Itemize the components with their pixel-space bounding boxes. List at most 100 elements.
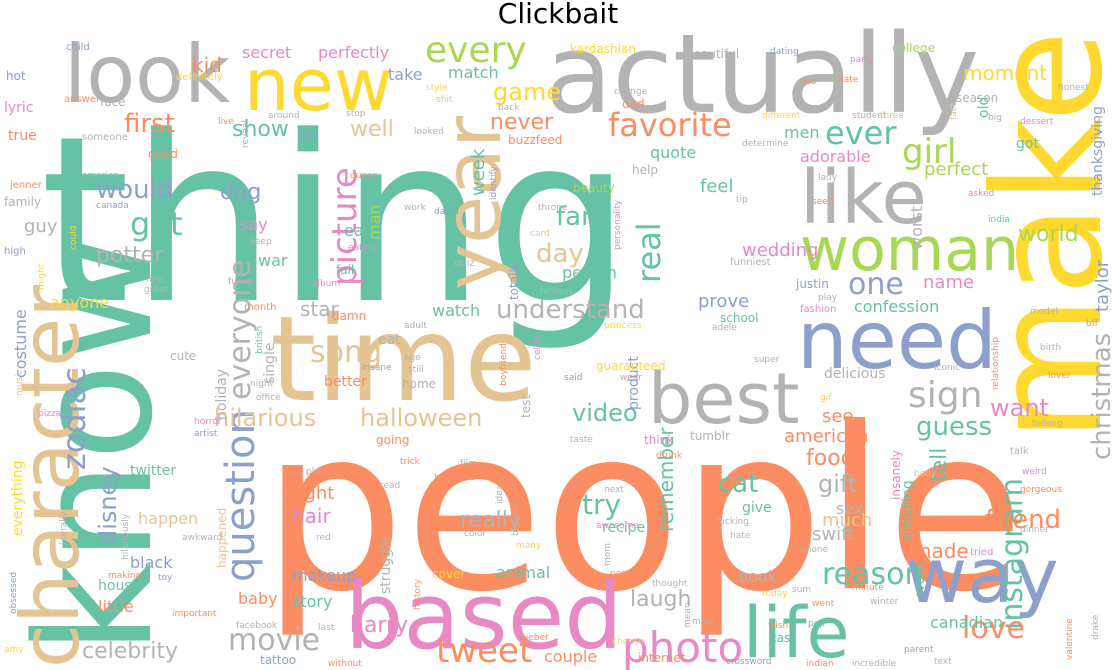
word-confession: confession (854, 297, 939, 316)
word-mom: mom (603, 543, 613, 566)
word-house: house (98, 578, 140, 594)
word-around: around (268, 111, 300, 121)
word-baby: baby (238, 589, 278, 608)
word-still: still (408, 365, 424, 375)
word-funny: funny (228, 277, 254, 287)
word-one: one (848, 267, 904, 302)
word-give: give (742, 500, 772, 516)
word-hot: hot (6, 69, 26, 83)
word-cover: cover (432, 567, 465, 581)
word-thought: thought (652, 579, 688, 589)
word-style: style (426, 83, 448, 93)
word-holiday: holiday (214, 369, 230, 420)
word-tip: tip (736, 195, 748, 205)
word-place: place (306, 467, 331, 477)
word-test: test (519, 395, 533, 418)
word-know: know (1, 232, 188, 655)
word-character: character (4, 285, 97, 668)
word-history: history (413, 578, 423, 610)
word-stop: stop (346, 109, 366, 119)
word-delicious: delicious (824, 366, 886, 382)
word-good: good (148, 147, 178, 161)
word-horror: horror (194, 417, 222, 427)
word-season: season (956, 91, 998, 105)
word-guess: guess (916, 412, 992, 442)
word-picture: picture (325, 167, 365, 286)
word-film: film (460, 459, 477, 469)
word-buzzfeed: buzzfeed (508, 133, 562, 147)
word-best: best (648, 358, 799, 440)
word-relationship: relationship (991, 337, 1001, 390)
word-british: british (255, 326, 265, 354)
word-boyfriend: boyfriend (499, 343, 509, 386)
word-change: change (614, 87, 648, 97)
word-sign: sign (908, 375, 982, 416)
word-bieber: bieber (520, 633, 549, 643)
word-might: might (37, 263, 47, 290)
word-make: make (962, 30, 1116, 442)
word-facebook: facebook (236, 621, 278, 631)
word-sex: sex (836, 499, 863, 518)
word-harry: harry (350, 613, 408, 638)
word-dinner: dinner (1020, 525, 1049, 535)
word-quote: quote (650, 143, 696, 162)
word-makeup: makeup (292, 566, 356, 585)
word-mean: mean (683, 602, 693, 628)
word-perfect: perfect (924, 159, 988, 180)
word-super: super (754, 355, 780, 365)
word-happened: happened (215, 508, 229, 568)
word-game: game (493, 78, 561, 106)
word-night: night (250, 379, 274, 389)
word-taylor: taylor (1092, 259, 1113, 312)
word-swift: swift (812, 524, 854, 545)
word-eating: eating (348, 243, 377, 253)
word-prove: prove (698, 291, 749, 312)
word-music: music (15, 369, 25, 396)
word-want: want (990, 394, 1049, 422)
word-product: product (626, 356, 642, 410)
word-hate: hate (730, 531, 751, 541)
word-color: color (464, 529, 486, 539)
word-queen: queen (350, 171, 378, 181)
word-throne: throne (538, 203, 568, 213)
word-first: first (124, 109, 175, 139)
word-famous: famous (540, 287, 574, 297)
chart-title: Clickbait (497, 0, 619, 30)
word-story: story (292, 592, 332, 611)
word-wear: wear (620, 373, 642, 383)
word-struggle: struggle (378, 536, 394, 594)
word-album: album (312, 279, 340, 289)
word-potter: potter (96, 243, 164, 268)
word-see: see (822, 406, 854, 427)
word-personality: personality (613, 199, 623, 250)
word-canada: canada (96, 201, 129, 211)
word-taste: taste (570, 435, 593, 445)
word-different: different (762, 111, 801, 121)
word-thing: thing (40, 88, 632, 355)
word-anyone: anyone (50, 293, 109, 312)
word-crossword: crossword (726, 657, 771, 667)
word-twitter: twitter (130, 463, 176, 479)
word-world: world (1018, 222, 1079, 247)
word-student: student (852, 111, 887, 121)
word-looked: looked (414, 127, 444, 137)
word-drake: drake (1091, 614, 1101, 640)
word-look: look (64, 28, 231, 121)
word-try: try (582, 488, 621, 521)
word-gift: gift (818, 470, 857, 498)
word-based: based (345, 563, 623, 670)
word-post: post (610, 569, 630, 579)
word-get: get (130, 205, 183, 243)
word-wedding: wedding (742, 240, 818, 261)
word-indian: indian (806, 659, 834, 669)
word-back: back (498, 103, 520, 113)
word-talk: talk (1010, 446, 1029, 457)
word-couple: couple (544, 647, 597, 666)
word-man: man (365, 204, 384, 240)
word-hilarious: hilarious (214, 404, 316, 432)
word-today: today (762, 589, 788, 599)
word-seen: seen (812, 197, 833, 207)
word-people: people (262, 380, 1025, 642)
word-recipe: recipe (602, 520, 645, 536)
word-think: think (644, 433, 674, 447)
